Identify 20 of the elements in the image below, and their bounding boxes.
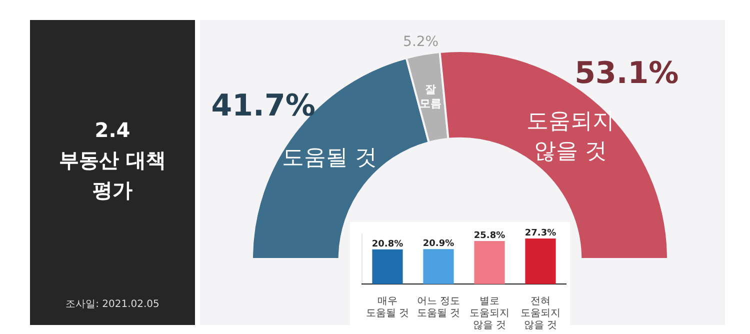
bar (372, 249, 403, 284)
x-tick-label: 어느 정도 도움될 것 (417, 296, 460, 319)
bar (423, 249, 454, 284)
data-label: 25.8% (474, 231, 506, 241)
data-label: 20.9% (422, 239, 454, 250)
text: 2.4 부동산 대책 평가 (58, 117, 167, 204)
x-tick-label: 전혀 도움되지 않을 것 (520, 296, 560, 331)
text: 조사일: 2021.02.05 (64, 298, 160, 311)
slice-label: 도움될 것 (282, 146, 378, 171)
data-label: 27.3% (524, 228, 556, 238)
bar (525, 238, 556, 284)
bar (474, 241, 505, 284)
slice-label: 잘 모름 (420, 83, 442, 110)
data-label: 41.7% (211, 88, 316, 124)
data-label: 20.8% (372, 239, 404, 250)
slice-label: 도움되지 않을 것 (526, 109, 614, 164)
x-tick-label: 매우 도움될 것 (366, 296, 409, 319)
data-label: 53.1% (574, 56, 679, 92)
data-label: 5.2% (403, 34, 439, 50)
x-tick-label: 별로 도움되지 않을 것 (470, 296, 510, 331)
